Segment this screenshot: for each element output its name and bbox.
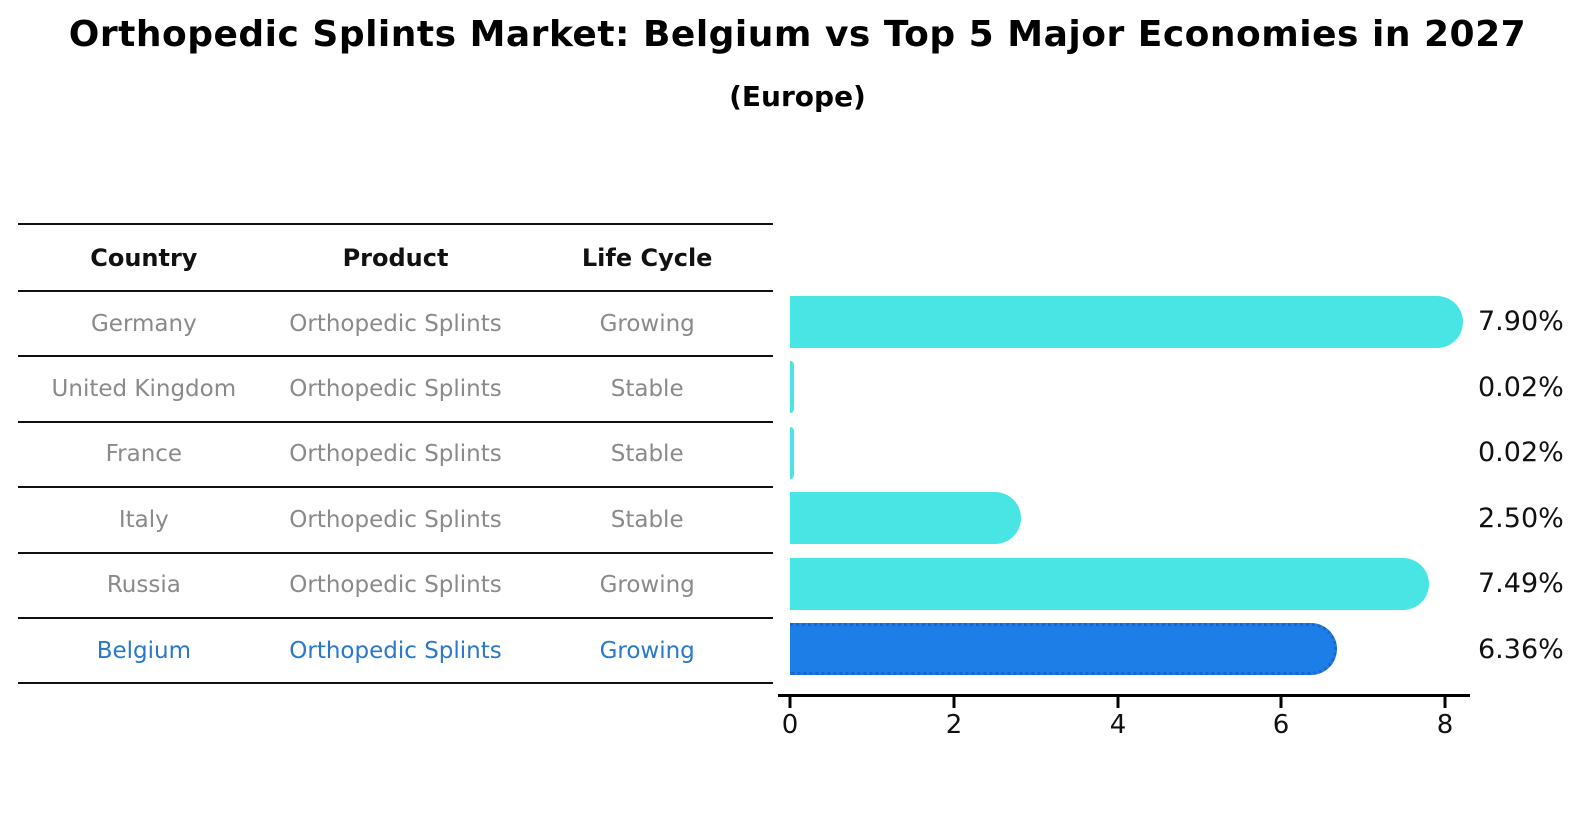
table-row-russia: Russia Orthopedic Splints Growing <box>18 551 773 617</box>
table-row-belgium: Belgium Orthopedic Splints Growing <box>18 616 773 682</box>
cell-product: Orthopedic Splints <box>289 572 502 599</box>
table-row-united-kingdom: United Kingdom Orthopedic Splints Stable <box>18 355 773 420</box>
bar-russia <box>790 557 1430 610</box>
value-label-united-kingdom: 0.02% <box>1478 371 1564 403</box>
header-cell-country: Country <box>90 243 198 272</box>
cell-country: Germany <box>90 310 197 337</box>
cell-lifecycle: Stable <box>610 441 684 468</box>
value-label-belgium: 6.36% <box>1478 633 1564 665</box>
header-cell-lifecycle: Life Cycle <box>581 243 713 272</box>
value-label-italy: 2.50% <box>1478 502 1564 534</box>
cell-product: Orthopedic Splints <box>289 506 502 533</box>
x-tick-2 <box>952 697 956 708</box>
page-title: Orthopedic Splints Market: Belgium vs To… <box>68 14 1527 55</box>
country-data-table: Country Product Life Cycle Germany Ortho… <box>18 223 773 685</box>
bar-united-kingdom <box>790 361 794 413</box>
header-cell-product: Product <box>342 243 449 272</box>
cell-country: Russia <box>106 572 181 599</box>
value-label-russia: 7.49% <box>1478 568 1564 600</box>
cell-lifecycle: Growing <box>599 572 695 599</box>
table-row-france: France Orthopedic Splints Stable <box>18 420 773 486</box>
bar-row-united-kingdom: 0.02% <box>790 355 1564 421</box>
x-axis-line <box>778 694 1470 697</box>
cell-product: Orthopedic Splints <box>289 441 502 468</box>
table-row-italy: Italy Orthopedic Splints Stable <box>18 486 773 551</box>
bar-row-belgium: 6.36% <box>790 617 1564 683</box>
x-tick-label: 8 <box>1436 710 1454 740</box>
bar-belgium-highlighted <box>790 623 1337 675</box>
cell-product: Orthopedic Splints <box>289 310 502 337</box>
x-tick-0 <box>788 697 792 708</box>
cell-country: United Kingdom <box>51 376 237 403</box>
cell-product: Orthopedic Splints <box>289 376 502 403</box>
x-tick-label: 6 <box>1272 710 1290 740</box>
bar-chart: 7.90% 0.02% 0.02% 2.50% 7.49% 6.36% <box>790 289 1564 683</box>
x-tick-8 <box>1443 697 1447 708</box>
x-tick-6 <box>1279 697 1283 708</box>
cell-product: Orthopedic Splints <box>289 637 502 664</box>
x-tick-4 <box>1116 697 1120 708</box>
bar-italy <box>790 492 1021 544</box>
cell-country: Italy <box>118 506 169 533</box>
cell-lifecycle: Stable <box>610 376 684 403</box>
cell-lifecycle: Stable <box>610 506 684 533</box>
value-label-france: 0.02% <box>1478 437 1564 469</box>
table-row-germany: Germany Orthopedic Splints Growing <box>18 290 773 355</box>
bar-row-russia: 7.49% <box>790 551 1564 617</box>
x-tick-label: 4 <box>1109 710 1127 740</box>
x-axis: 0 2 4 6 8 <box>778 694 1470 754</box>
cell-lifecycle: Growing <box>599 310 695 337</box>
bar-row-germany: 7.90% <box>790 289 1564 355</box>
chart-subtitle: (Europe) <box>729 80 866 113</box>
cell-country: Belgium <box>96 637 191 664</box>
bar-row-italy: 2.50% <box>790 486 1564 552</box>
x-tick-label: 2 <box>945 710 963 740</box>
bar-row-france: 0.02% <box>790 420 1564 486</box>
value-label-germany: 7.90% <box>1478 306 1564 338</box>
x-tick-label: 0 <box>781 710 799 740</box>
bar-france <box>790 426 794 479</box>
bar-germany <box>790 295 1463 348</box>
cell-country: France <box>105 441 183 468</box>
table-header-row: Country Product Life Cycle <box>18 225 773 290</box>
cell-lifecycle: Growing <box>599 637 695 664</box>
